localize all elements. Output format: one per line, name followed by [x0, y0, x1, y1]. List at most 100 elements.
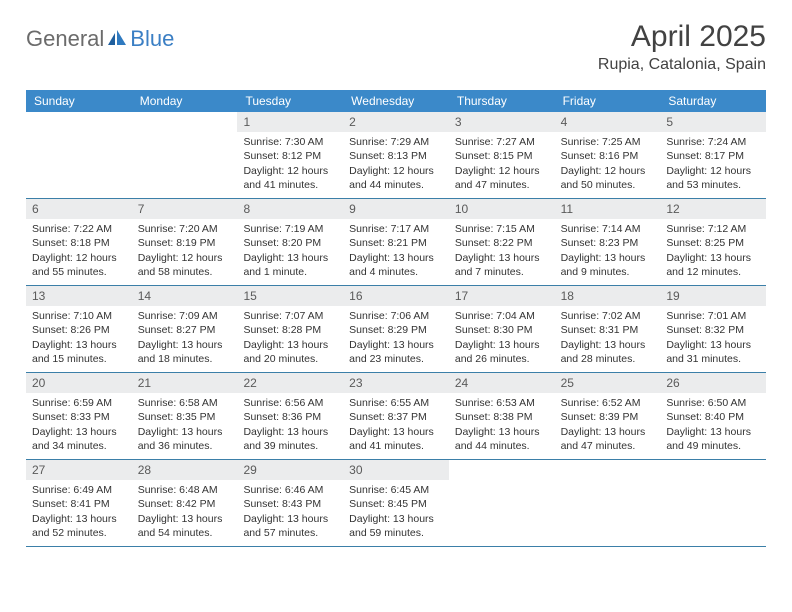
weekday-header: Thursday	[449, 90, 555, 112]
calendar-cell-empty: 0	[26, 112, 132, 198]
daylight-text: Daylight: 13 hours and 26 minutes.	[455, 338, 549, 366]
sunset-text: Sunset: 8:36 PM	[243, 410, 337, 424]
cell-body: Sunrise: 7:10 AMSunset: 8:26 PMDaylight:…	[26, 306, 132, 372]
sunrise-text: Sunrise: 6:46 AM	[243, 483, 337, 497]
date-number: 20	[26, 373, 132, 393]
sunrise-text: Sunrise: 6:59 AM	[32, 396, 126, 410]
sunset-text: Sunset: 8:23 PM	[561, 236, 655, 250]
calendar-cell: 4Sunrise: 7:25 AMSunset: 8:16 PMDaylight…	[555, 112, 661, 198]
sunset-text: Sunset: 8:31 PM	[561, 323, 655, 337]
date-number: 4	[555, 112, 661, 132]
cell-body: Sunrise: 6:55 AMSunset: 8:37 PMDaylight:…	[343, 393, 449, 459]
title-block: April 2025 Rupia, Catalonia, Spain	[598, 20, 766, 74]
date-number: 11	[555, 199, 661, 219]
calendar-cell: 18Sunrise: 7:02 AMSunset: 8:31 PMDayligh…	[555, 286, 661, 372]
cell-body: Sunrise: 7:30 AMSunset: 8:12 PMDaylight:…	[237, 132, 343, 198]
cell-body: Sunrise: 6:58 AMSunset: 8:35 PMDaylight:…	[132, 393, 238, 459]
calendar-cell: 16Sunrise: 7:06 AMSunset: 8:29 PMDayligh…	[343, 286, 449, 372]
sunset-text: Sunset: 8:39 PM	[561, 410, 655, 424]
sunrise-text: Sunrise: 6:50 AM	[666, 396, 760, 410]
calendar-cell: 2Sunrise: 7:29 AMSunset: 8:13 PMDaylight…	[343, 112, 449, 198]
calendar-cell: 17Sunrise: 7:04 AMSunset: 8:30 PMDayligh…	[449, 286, 555, 372]
page-header: General Blue April 2025 Rupia, Catalonia…	[26, 20, 766, 74]
calendar-cell: 30Sunrise: 6:45 AMSunset: 8:45 PMDayligh…	[343, 460, 449, 546]
daylight-text: Daylight: 13 hours and 49 minutes.	[666, 425, 760, 453]
daylight-text: Daylight: 13 hours and 39 minutes.	[243, 425, 337, 453]
cell-body: Sunrise: 7:07 AMSunset: 8:28 PMDaylight:…	[237, 306, 343, 372]
calendar-cell: 13Sunrise: 7:10 AMSunset: 8:26 PMDayligh…	[26, 286, 132, 372]
daylight-text: Daylight: 13 hours and 1 minute.	[243, 251, 337, 279]
sunrise-text: Sunrise: 7:30 AM	[243, 135, 337, 149]
calendar-cell: 1Sunrise: 7:30 AMSunset: 8:12 PMDaylight…	[237, 112, 343, 198]
calendar-cell: 24Sunrise: 6:53 AMSunset: 8:38 PMDayligh…	[449, 373, 555, 459]
location-subtitle: Rupia, Catalonia, Spain	[598, 56, 766, 74]
sunrise-text: Sunrise: 7:19 AM	[243, 222, 337, 236]
cell-body: Sunrise: 7:17 AMSunset: 8:21 PMDaylight:…	[343, 219, 449, 285]
week-row: 6 Sunrise: 7:22 AMSunset: 8:18 PM Daylight…	[26, 199, 766, 286]
sunrise-text: Sunrise: 6:58 AM	[138, 396, 232, 410]
calendar-cell: 25Sunrise: 6:52 AMSunset: 8:39 PMDayligh…	[555, 373, 661, 459]
date-number: 6	[26, 199, 132, 219]
date-number: 21	[132, 373, 238, 393]
sunrise-text: Sunrise: 7:20 AM	[138, 222, 232, 236]
cell-body: Sunrise: 7:27 AMSunset: 8:15 PMDaylight:…	[449, 132, 555, 198]
daylight-text: Daylight: 12 hours and 41 minutes.	[243, 164, 337, 192]
cell-body: Sunrise: 7:29 AMSunset: 8:13 PMDaylight:…	[343, 132, 449, 198]
sunrise-text: Sunrise: 7:22 AM	[32, 222, 126, 236]
date-number: 16	[343, 286, 449, 306]
cell-body: Sunrise: 7:12 AMSunset: 8:25 PMDaylight:…	[660, 219, 766, 285]
date-number: 7	[132, 199, 238, 219]
weekday-header-row: SundayMondayTuesdayWednesdayThursdayFrid…	[26, 90, 766, 112]
cell-body: Sunrise: 6:56 AMSunset: 8:36 PMDaylight:…	[237, 393, 343, 459]
cell-body: Sunrise: 6:52 AMSunset: 8:39 PMDaylight:…	[555, 393, 661, 459]
calendar-cell: 12Sunrise: 7:12 AMSunset: 8:25 PMDayligh…	[660, 199, 766, 285]
cell-body: Sunrise: 7:04 AMSunset: 8:30 PMDaylight:…	[449, 306, 555, 372]
sunrise-text: Sunrise: 6:48 AM	[138, 483, 232, 497]
cell-body: Sunrise: 7:02 AMSunset: 8:31 PMDaylight:…	[555, 306, 661, 372]
daylight-text: Daylight: 12 hours and 47 minutes.	[455, 164, 549, 192]
daylight-text: Daylight: 12 hours and 58 minutes.	[138, 251, 232, 279]
sunset-text: Sunset: 8:13 PM	[349, 149, 443, 163]
sunrise-text: Sunrise: 7:25 AM	[561, 135, 655, 149]
sunset-text: Sunset: 8:32 PM	[666, 323, 760, 337]
calendar-cell: 29Sunrise: 6:46 AMSunset: 8:43 PMDayligh…	[237, 460, 343, 546]
cell-body: Sunrise: 6:48 AMSunset: 8:42 PMDaylight:…	[132, 480, 238, 546]
cell-body: Sunrise: 7:19 AMSunset: 8:20 PMDaylight:…	[237, 219, 343, 285]
weekday-header: Tuesday	[237, 90, 343, 112]
logo-text-gray: General	[26, 26, 104, 52]
cell-body: Sunrise: 7:15 AMSunset: 8:22 PMDaylight:…	[449, 219, 555, 285]
sunset-text: Sunset: 8:18 PM	[32, 236, 126, 250]
weekday-header: Wednesday	[343, 90, 449, 112]
daylight-text: Daylight: 13 hours and 41 minutes.	[349, 425, 443, 453]
sunset-text: Sunset: 8:42 PM	[138, 497, 232, 511]
date-number: 9	[343, 199, 449, 219]
sunrise-text: Sunrise: 6:53 AM	[455, 396, 549, 410]
daylight-text: Daylight: 12 hours and 53 minutes.	[666, 164, 760, 192]
sunrise-text: Sunrise: 7:09 AM	[138, 309, 232, 323]
weeks-container: 0 0 1Sunrise: 7:30 AMSunset: 8:12 PMDaylig…	[26, 112, 766, 547]
date-number: 12	[660, 199, 766, 219]
daylight-text: Daylight: 13 hours and 31 minutes.	[666, 338, 760, 366]
sunset-text: Sunset: 8:22 PM	[455, 236, 549, 250]
cell-body: Sunrise: 7:09 AMSunset: 8:27 PMDaylight:…	[132, 306, 238, 372]
daylight-text: Daylight: 12 hours and 50 minutes.	[561, 164, 655, 192]
sunset-text: Sunset: 8:15 PM	[455, 149, 549, 163]
calendar-cell: 15Sunrise: 7:07 AMSunset: 8:28 PMDayligh…	[237, 286, 343, 372]
calendar-cell: 9Sunrise: 7:17 AMSunset: 8:21 PMDaylight…	[343, 199, 449, 285]
daylight-text: Daylight: 13 hours and 4 minutes.	[349, 251, 443, 279]
calendar-cell-empty: 0	[555, 460, 661, 546]
sunset-text: Sunset: 8:43 PM	[243, 497, 337, 511]
calendar-cell: 7Sunrise: 7:20 AMSunset: 8:19 PMDaylight…	[132, 199, 238, 285]
calendar-cell: 11Sunrise: 7:14 AMSunset: 8:23 PMDayligh…	[555, 199, 661, 285]
sunrise-text: Sunrise: 7:06 AM	[349, 309, 443, 323]
calendar-cell: 5Sunrise: 7:24 AMSunset: 8:17 PMDaylight…	[660, 112, 766, 198]
sunrise-text: Sunrise: 7:07 AM	[243, 309, 337, 323]
date-number: 15	[237, 286, 343, 306]
sunset-text: Sunset: 8:41 PM	[32, 497, 126, 511]
sunrise-text: Sunrise: 7:12 AM	[666, 222, 760, 236]
weekday-header: Saturday	[660, 90, 766, 112]
sunset-text: Sunset: 8:30 PM	[455, 323, 549, 337]
date-number: 2	[343, 112, 449, 132]
sunrise-text: Sunrise: 7:04 AM	[455, 309, 549, 323]
calendar-cell: 14Sunrise: 7:09 AMSunset: 8:27 PMDayligh…	[132, 286, 238, 372]
